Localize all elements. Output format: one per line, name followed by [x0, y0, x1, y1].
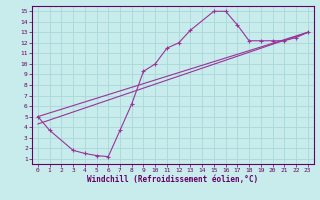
X-axis label: Windchill (Refroidissement éolien,°C): Windchill (Refroidissement éolien,°C)	[87, 175, 258, 184]
